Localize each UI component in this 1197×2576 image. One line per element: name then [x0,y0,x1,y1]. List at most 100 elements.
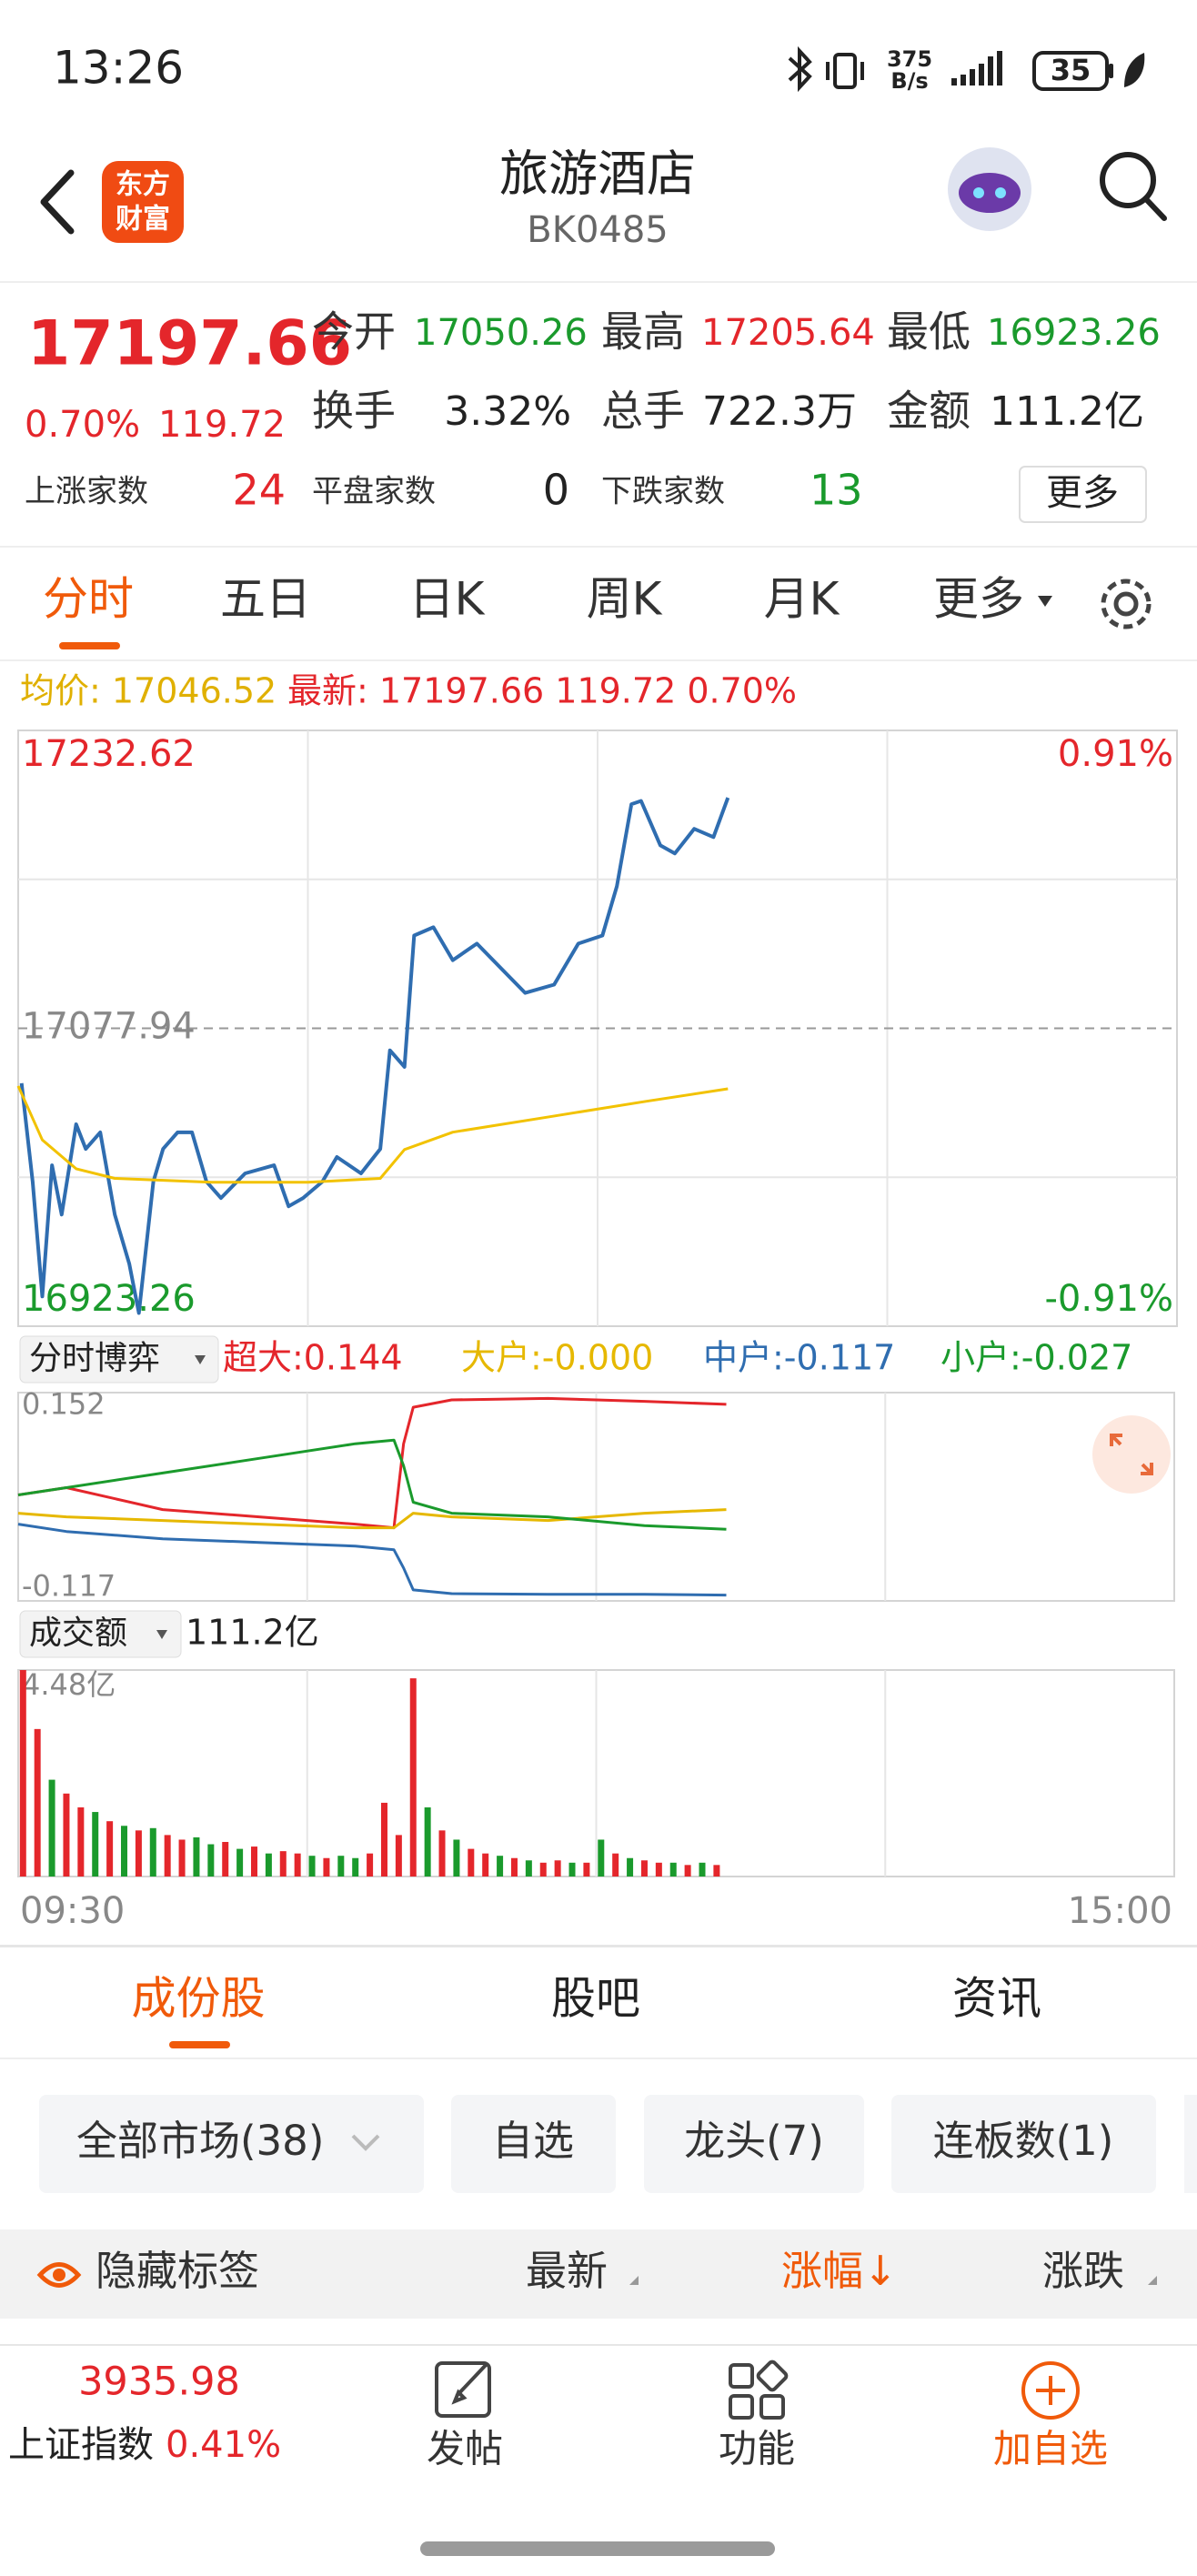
period-tab: 日K [409,573,486,626]
y-tick-label: 4.48亿 [22,1667,116,1702]
avatar[interactable] [948,147,1031,231]
volume-bar [294,1853,301,1877]
filter-chip[interactable] [891,2095,1156,2193]
stat-value: 24 [232,466,286,515]
logo [102,161,184,243]
stat-label: 平盘家数 [312,474,436,510]
y-tick-label: 16923.26 [22,1278,196,1320]
legend-entry: 中户:-0.117 [703,1338,895,1378]
eye-icon[interactable] [36,2262,82,2288]
period-tab: 更多 [933,573,1024,626]
volume-bar [497,1856,504,1877]
volume-bar [640,1860,648,1877]
battery-level: 35 [1051,53,1091,87]
function-icon[interactable] [729,2360,789,2420]
net-speed: 375 [887,46,932,72]
volume-bar [438,1830,446,1877]
x-tick-label: 09:30 [20,1890,125,1932]
avatar-eye [973,187,984,198]
expand-button[interactable] [1092,1415,1171,1494]
volume-bar [713,1865,720,1877]
logo-text: 东方 [116,169,170,201]
stat-value: 722.3万 [702,388,857,435]
legend-entry: 大户:-0.000 [461,1338,653,1378]
sort-arrow [1148,2276,1157,2285]
index-change: 0.41% [166,2424,281,2466]
clock: 13:26 [53,42,184,95]
flow-selector[interactable] [19,1335,219,1384]
more-button[interactable] [1019,466,1147,523]
search-button[interactable] [1100,152,1167,221]
section-tab: 成份股 [131,1973,265,2025]
battery-tip [1109,64,1113,78]
home-indicator [420,2541,775,2556]
volume-bar [453,1839,460,1877]
dropdown-arrow [195,1355,206,1364]
more-button-label: 更多 [1046,472,1119,514]
change: 119.72 [158,404,286,446]
dropdown-arrow [1038,596,1052,607]
avatar-eye [995,187,1006,198]
volume-bar [352,1857,359,1877]
volume-bar [525,1860,532,1877]
filter-chip[interactable] [39,2095,424,2193]
volume-bar [367,1853,374,1877]
series-line [17,1523,727,1597]
divider [0,546,1197,548]
y-tick-label: 0.152 [22,1386,106,1421]
volume-bar [222,1841,229,1877]
y-tick-label: 17077.94 [22,1006,196,1048]
filter-chip-label: 连板数(1) [933,2117,1114,2165]
vibrate-waves [826,62,864,80]
add-watch-icon[interactable] [1021,2361,1080,2420]
volume-bar [63,1793,70,1877]
volume-bar [699,1862,706,1877]
column-header: 隐藏标签 [96,2247,259,2295]
volume-bar [19,1670,26,1877]
y-tick-label: -0.117 [22,1569,116,1604]
volume-bar [539,1862,547,1877]
back-button[interactable] [40,169,75,235]
period-tab: 分时 [43,573,134,626]
change-pct: 0.70% [25,404,140,446]
volume-bar [395,1835,402,1877]
filter-chip[interactable] [1184,2095,1197,2193]
filter-chip-label: 全部市场(38) [76,2117,324,2165]
leaf-icon [1124,53,1145,87]
avatar-face [959,173,1021,213]
volume-bar [482,1853,489,1877]
column-header: 最新 [526,2247,608,2295]
filter-chip[interactable] [451,2095,616,2193]
volume-bar [135,1830,142,1877]
volume-bar [669,1862,677,1877]
settings-button[interactable] [1101,579,1152,629]
stat-label: 总手 [601,387,685,436]
period-tab: 月K [764,573,840,626]
volume-bar [598,1839,605,1877]
volume-bar [510,1857,518,1877]
stat-value: 13 [810,466,863,515]
series-line [17,1438,727,1531]
column-header: 涨跌 [1042,2247,1124,2295]
average-price: 均价: 17046.52 [20,671,277,711]
x-tick-label: 15:00 [1068,1890,1172,1932]
stat-label: 最高 [601,307,685,357]
stat-value: 111.2亿 [990,388,1144,435]
signal-icon [951,51,1002,86]
status-icons [788,45,864,93]
last-price: 17197.66 [27,308,352,380]
tab-underline [169,2041,230,2048]
volume-bar [250,1846,257,1877]
action-label: 加自选 [993,2427,1108,2471]
post-icon[interactable] [435,2361,491,2418]
page-title: 旅游酒店 [499,146,696,203]
y2-tick-label: -0.91% [1044,1278,1173,1320]
volume-bar [554,1860,561,1877]
volume-bar [323,1857,330,1877]
stat-label: 下跌家数 [601,474,725,510]
expand-icon [1110,1434,1153,1475]
volume-selector[interactable] [19,1610,182,1658]
filter-chip-label: 龙头(7) [684,2117,824,2165]
volume-bar [424,1806,431,1877]
filter-chip[interactable] [644,2095,864,2193]
